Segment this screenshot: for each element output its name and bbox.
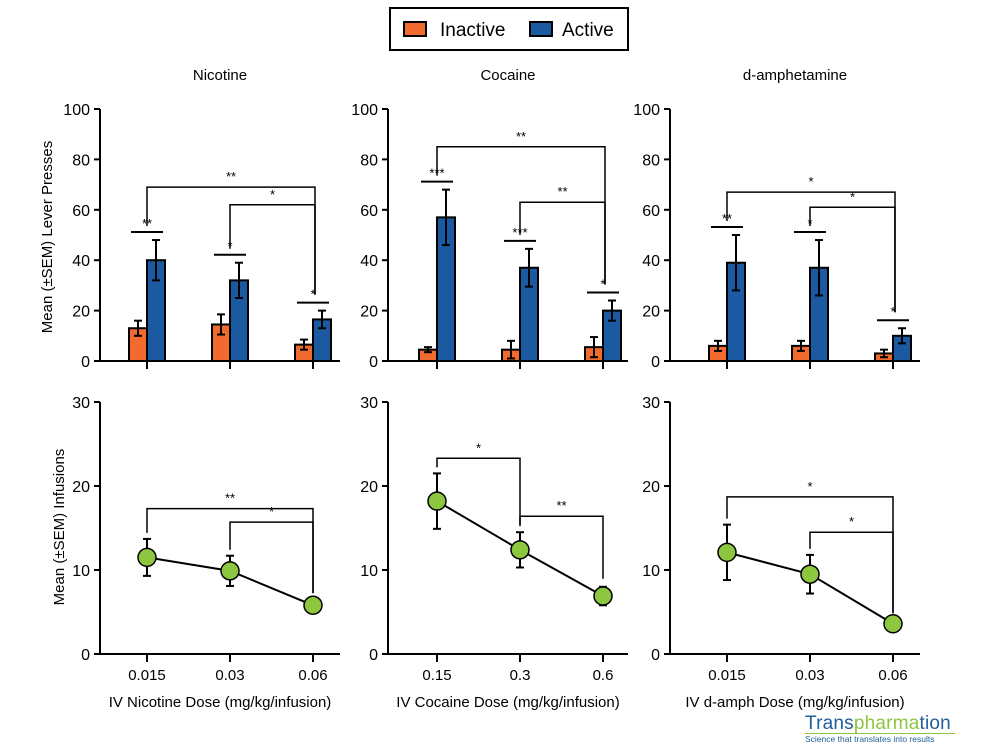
y-tick-label: 10 (642, 563, 660, 580)
y-tick-label: 80 (360, 152, 378, 169)
panel-4: 0 10 20 30 0.15 0.3 0.6 IV Cocaine Dose (mg/kg/… (360, 395, 628, 711)
y-tick-label: 20 (642, 304, 660, 321)
y-tick-label: 30 (72, 395, 90, 412)
pair-significance-label: * (600, 277, 605, 292)
logo-text-3: tion (919, 713, 951, 734)
legend: Inactive Active (389, 7, 629, 51)
y-tick-label: 30 (360, 395, 378, 412)
x-tick-label: 0.03 (795, 667, 824, 684)
y-tick-label: 10 (360, 563, 378, 580)
y-tick-label: 100 (633, 102, 660, 119)
significance-label: * (850, 189, 855, 204)
significance-label: * (807, 479, 812, 494)
pair-significance-label: * (310, 287, 315, 302)
x-tick-label: 0.015 (128, 667, 166, 684)
data-point (800, 564, 820, 584)
y-tick-label: 0 (369, 647, 378, 664)
data-point (303, 595, 323, 616)
significance-label: ** (225, 491, 235, 506)
y-tick-label: 20 (642, 479, 660, 496)
panel-title: Cocaine (480, 67, 535, 84)
y-tick-label: 0 (81, 354, 90, 371)
data-point (427, 491, 447, 511)
y-tick-label: 0 (651, 354, 660, 371)
significance-bracket (519, 201, 606, 285)
data-point (883, 614, 903, 634)
data-point (137, 547, 157, 568)
x-tick-label: 0.06 (878, 667, 907, 684)
y-tick-label: 80 (72, 152, 90, 169)
significance-label: * (269, 504, 274, 519)
panel-3: 0 10 20 30 0.015 0.03 0.06 IV Nicotine Dose (mg… (72, 395, 340, 711)
significance-label: ** (516, 129, 526, 144)
significance-bracket (229, 521, 314, 594)
significance-bracket (809, 206, 896, 313)
panel-title: Nicotine (193, 67, 247, 84)
y-tick-label: 40 (72, 253, 90, 270)
y-tick-label: 20 (72, 304, 90, 321)
significance-label: ** (226, 169, 236, 184)
y-tick-label: 20 (360, 304, 378, 321)
significance-label: * (270, 187, 275, 202)
y-tick-label: 80 (642, 152, 660, 169)
significance-label: ** (557, 184, 567, 199)
significance-bracket (809, 531, 894, 614)
pair-significance-label: * (890, 304, 895, 319)
x-axis-label: IV d-amph Dose (mg/kg/infusion) (685, 694, 904, 711)
data-point (717, 542, 737, 563)
logo-text-2: pharma (853, 713, 920, 734)
y-tick-label: 100 (63, 102, 90, 119)
x-tick-label: 0.15 (422, 667, 451, 684)
legend-label-active: Active (562, 20, 614, 41)
y-tick-label: 0 (81, 647, 90, 664)
y-tick-label: 0 (369, 354, 378, 371)
y-tick-label: 100 (351, 102, 378, 119)
logo-text-1: Trans (805, 713, 854, 734)
legend-label-inactive: Inactive (440, 20, 505, 41)
y-tick-label: 20 (72, 479, 90, 496)
y-tick-label: 60 (642, 203, 660, 220)
y-tick-label: 40 (642, 253, 660, 270)
y-tick-label: 30 (642, 395, 660, 412)
x-tick-label: 0.3 (510, 667, 531, 684)
panel-title: d-amphetamine (743, 67, 847, 84)
transpharmation-logo: Transpharmation Science that translates … (805, 713, 995, 749)
y-tick-label: 40 (360, 253, 378, 270)
y-tick-label: 60 (72, 203, 90, 220)
significance-label: * (476, 440, 481, 455)
significance-label: * (808, 174, 813, 189)
significance-bracket (229, 204, 316, 295)
legend-swatch-inactive (403, 21, 427, 37)
x-tick-label: 0.6 (593, 667, 614, 684)
panel-5: 0 10 20 30 0.015 0.03 0.06 IV d-amph Dose (mg/k… (642, 395, 920, 711)
data-point (220, 561, 240, 581)
y-tick-label: 20 (360, 479, 378, 496)
x-tick-label: 0.015 (708, 667, 746, 684)
y-axis-label-top: Mean (±SEM) Lever Presses (39, 141, 56, 333)
y-axis-label-bottom: Mean (±SEM) Infusions (51, 449, 68, 606)
significance-bracket (436, 146, 606, 285)
significance-label: ** (556, 498, 566, 513)
x-tick-label: 0.03 (215, 667, 244, 684)
significance-bracket (436, 457, 521, 525)
legend-swatch-active (529, 21, 553, 37)
x-axis-label: IV Nicotine Dose (mg/kg/infusion) (109, 694, 332, 711)
y-tick-label: 60 (360, 203, 378, 220)
y-tick-label: 0 (651, 647, 660, 664)
significance-label: * (849, 514, 854, 529)
x-axis-label: IV Cocaine Dose (mg/kg/infusion) (396, 694, 619, 711)
legend-box (389, 7, 629, 51)
logo-tagline: Science that translates into results (805, 733, 955, 744)
data-point (593, 586, 613, 606)
y-tick-label: 10 (72, 563, 90, 580)
significance-bracket (519, 515, 604, 579)
data-point (510, 540, 530, 560)
x-tick-label: 0.06 (298, 667, 327, 684)
